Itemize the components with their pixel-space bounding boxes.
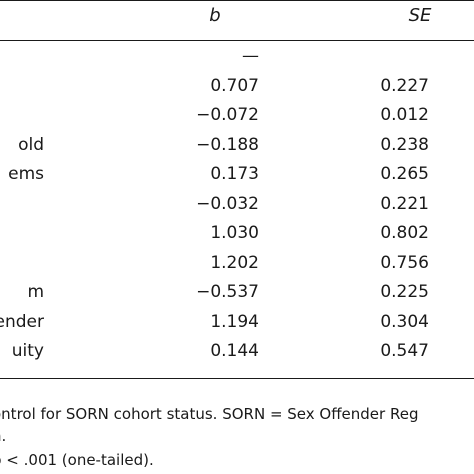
row-b-value: 1.030 bbox=[210, 223, 259, 243]
row-label: uity bbox=[11, 341, 44, 361]
row-se-value: 0.265 bbox=[380, 164, 429, 184]
header-se: SE bbox=[408, 5, 432, 26]
row-label: m bbox=[27, 282, 44, 302]
table-row: 0.707 0.227 bbox=[0, 72, 474, 102]
row-b-value: −0.537 bbox=[196, 282, 259, 302]
table-row: ffender 1.194 0.304 bbox=[0, 308, 474, 338]
table-row: −0.032 0.221 bbox=[0, 190, 474, 220]
table-row: — bbox=[0, 42, 474, 72]
table-note-line-3: p < .001 (one-tailed). bbox=[0, 451, 154, 469]
row-se-value: 0.227 bbox=[380, 75, 429, 96]
table-row: uity 0.144 0.547 bbox=[0, 337, 474, 367]
row-se-value: 0.012 bbox=[380, 105, 429, 125]
row-se-value: 0.304 bbox=[380, 311, 429, 332]
row-b-value: 1.194 bbox=[210, 311, 259, 332]
table-row: ems 0.173 0.265 bbox=[0, 160, 474, 190]
table-top-rule bbox=[0, 0, 474, 1]
row-b-value: 0.707 bbox=[210, 75, 259, 96]
row-se-value: 0.238 bbox=[380, 134, 429, 155]
row-se-value: 0.547 bbox=[380, 341, 429, 361]
row-b-value: — bbox=[242, 46, 259, 66]
table-bottom-rule bbox=[0, 378, 474, 379]
table-body: — 0.707 0.227 −0.072 0.012 old −0.188 0.… bbox=[0, 42, 474, 367]
table-note-line-2: n. bbox=[0, 427, 7, 445]
row-b-value: 0.173 bbox=[210, 164, 259, 184]
row-b-value: 1.202 bbox=[210, 252, 259, 273]
row-label: ffender bbox=[0, 311, 44, 332]
table-note-line-1: ontrol for SORN cohort status. SORN = Se… bbox=[0, 405, 419, 423]
table-row: −0.072 0.012 bbox=[0, 101, 474, 131]
table-row: 1.202 0.756 bbox=[0, 249, 474, 279]
row-label: old bbox=[18, 134, 44, 155]
table-row: m −0.537 0.225 bbox=[0, 278, 474, 308]
row-se-value: 0.225 bbox=[380, 282, 429, 302]
row-label: ems bbox=[8, 164, 44, 184]
row-se-value: 0.221 bbox=[380, 193, 429, 214]
row-b-value: 0.144 bbox=[210, 341, 259, 361]
row-b-value: −0.188 bbox=[196, 134, 259, 155]
row-b-value: −0.032 bbox=[196, 193, 259, 214]
row-b-value: −0.072 bbox=[196, 105, 259, 125]
row-se-value: 0.802 bbox=[380, 223, 429, 243]
row-se-value: 0.756 bbox=[380, 252, 429, 273]
header-rule bbox=[0, 40, 474, 41]
header-b: b bbox=[209, 5, 221, 26]
table-row: 1.030 0.802 bbox=[0, 219, 474, 249]
table-row: old −0.188 0.238 bbox=[0, 131, 474, 161]
